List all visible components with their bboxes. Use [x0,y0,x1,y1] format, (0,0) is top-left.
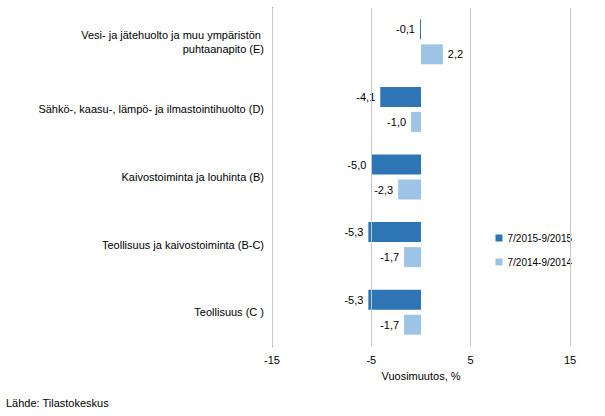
svg-text:2,2: 2,2 [448,48,463,60]
svg-text:7/2015-9/2015: 7/2015-9/2015 [507,233,572,244]
svg-text:-1,0: -1,0 [387,116,406,128]
svg-text:-5,0: -5,0 [347,159,366,171]
svg-text:Teollisuus ja kaivostoiminta (: Teollisuus ja kaivostoiminta (B-C) [102,239,264,251]
svg-text:-1,7: -1,7 [380,319,399,331]
svg-text:puhtaanapito (E): puhtaanapito (E) [183,43,264,55]
svg-text:-2,3: -2,3 [374,184,393,196]
svg-text:-5,3: -5,3 [344,226,363,238]
svg-text:Kaivostoiminta ja louhinta (B): Kaivostoiminta ja louhinta (B) [122,171,264,183]
svg-text:-15: -15 [264,354,280,366]
svg-text:Vesi- ja jätehuolto ja muu ymp: Vesi- ja jätehuolto ja muu ympäristön [81,29,264,41]
svg-text:-4,1: -4,1 [356,91,375,103]
svg-text:-0,1: -0,1 [396,23,415,35]
svg-text:15: 15 [564,354,576,366]
svg-text:5: 5 [468,354,474,366]
svg-text:Lähde: Tilastokeskus: Lähde: Tilastokeskus [6,397,109,409]
svg-text:7/2014-9/2014: 7/2014-9/2014 [507,257,572,268]
svg-text:-5,3: -5,3 [344,294,363,306]
svg-text:-1,7: -1,7 [380,251,399,263]
svg-text:-5: -5 [366,354,376,366]
svg-text:Teollisuus (C ): Teollisuus (C ) [194,306,264,318]
svg-text:Vuosimuutos, %: Vuosimuutos, % [381,370,460,382]
svg-text:Sähkö-, kaasu-, lämpö- ja ilma: Sähkö-, kaasu-, lämpö- ja ilmastointihuo… [38,103,264,115]
